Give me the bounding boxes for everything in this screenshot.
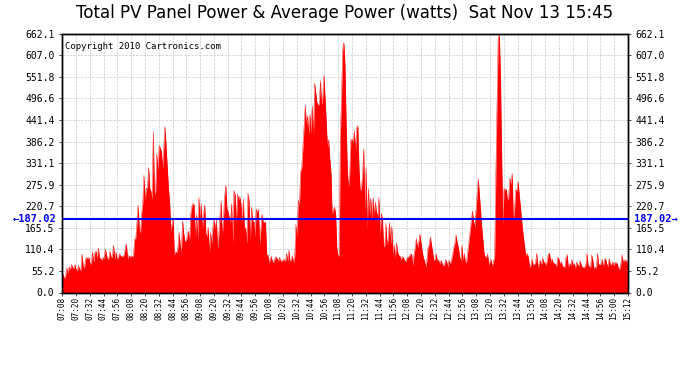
Text: 187.02→: 187.02→ xyxy=(633,214,678,224)
Text: Copyright 2010 Cartronics.com: Copyright 2010 Cartronics.com xyxy=(65,42,221,51)
Text: Total PV Panel Power & Average Power (watts)  Sat Nov 13 15:45: Total PV Panel Power & Average Power (wa… xyxy=(77,4,613,22)
Text: ←187.02: ←187.02 xyxy=(12,214,57,224)
